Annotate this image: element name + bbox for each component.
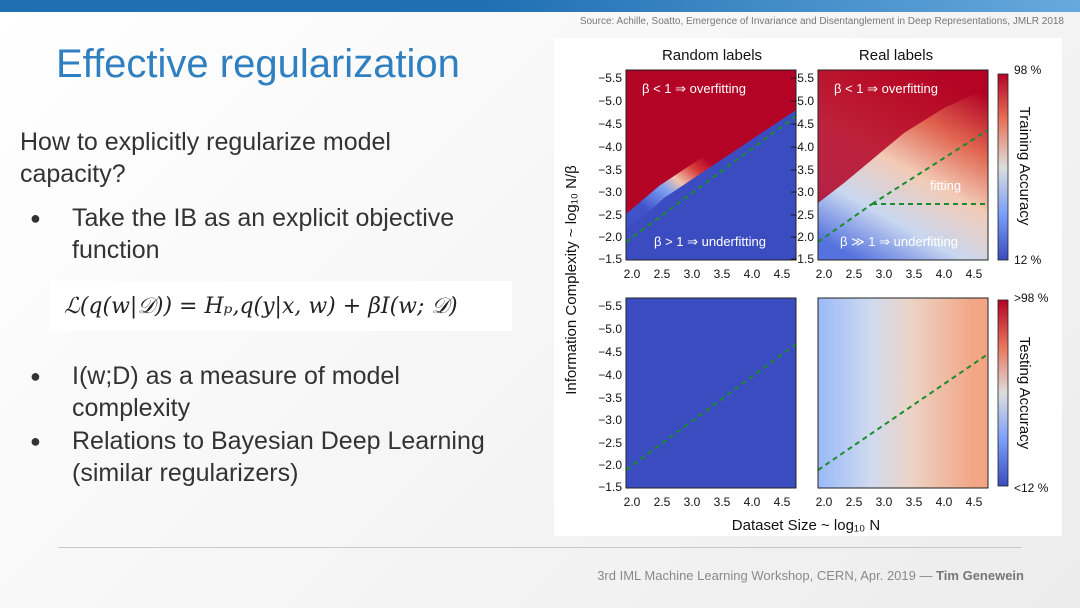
svg-text:−1.5: −1.5 bbox=[598, 480, 622, 494]
footer-author: Tim Genewein bbox=[936, 568, 1024, 583]
svg-text:2.0: 2.0 bbox=[816, 495, 833, 509]
svg-text:4.5: 4.5 bbox=[774, 495, 791, 509]
svg-text:3.5: 3.5 bbox=[714, 267, 731, 281]
svg-text:−1.5: −1.5 bbox=[598, 252, 622, 266]
svg-text:4.0: 4.0 bbox=[936, 267, 953, 281]
svg-text:3.0: 3.0 bbox=[876, 267, 893, 281]
svg-text:2.5: 2.5 bbox=[654, 267, 671, 281]
svg-text:2.0: 2.0 bbox=[624, 495, 641, 509]
heatmap-real-train: β < 1 ⇒ overfitting fitting β ≫ 1 ⇒ unde… bbox=[817, 69, 989, 261]
source-citation: Source: Achille, Soatto, Emergence of In… bbox=[579, 16, 1064, 27]
svg-text:−4.0: −4.0 bbox=[598, 368, 622, 382]
svg-text:−3.5: −3.5 bbox=[598, 163, 622, 177]
svg-text:3.0: 3.0 bbox=[684, 267, 701, 281]
colorbar-max-label: 98 % bbox=[1014, 63, 1042, 77]
svg-text:3.5: 3.5 bbox=[906, 267, 923, 281]
svg-text:−1.5: −1.5 bbox=[790, 252, 814, 266]
svg-text:−5.5: −5.5 bbox=[790, 71, 814, 85]
svg-text:−4.5: −4.5 bbox=[790, 117, 814, 131]
colorbar-min-label: 12 % bbox=[1014, 253, 1042, 267]
y-axis-label: Information Complexity ~ log₁₀ N/β bbox=[563, 165, 580, 395]
bullet-dot-icon: ● bbox=[30, 366, 41, 386]
svg-text:−4.5: −4.5 bbox=[598, 345, 622, 359]
svg-text:−5.5: −5.5 bbox=[598, 299, 622, 313]
svg-text:−4.5: −4.5 bbox=[598, 117, 622, 131]
heatmap-real-test bbox=[817, 297, 989, 489]
x-axis-label: Dataset Size ~ log₁₀ N bbox=[732, 517, 880, 534]
svg-text:3.0: 3.0 bbox=[684, 495, 701, 509]
svg-text:−2.5: −2.5 bbox=[598, 436, 622, 450]
heatmap-figure: Random labels Real labels β < 1 ⇒ overfi… bbox=[554, 38, 1062, 536]
svg-text:4.0: 4.0 bbox=[744, 267, 761, 281]
svg-text:3.0: 3.0 bbox=[876, 495, 893, 509]
svg-text:−2.0: −2.0 bbox=[598, 230, 622, 244]
bullet-text: Relations to Bayesian Deep Learning (sim… bbox=[72, 427, 485, 487]
svg-text:2.0: 2.0 bbox=[624, 267, 641, 281]
svg-text:−2.0: −2.0 bbox=[598, 458, 622, 472]
svg-text:3.5: 3.5 bbox=[906, 495, 923, 509]
objective-formula: ℒ(q(w|𝒟)) = Hₚ,q(y|x, w) + βI(w; 𝒟) bbox=[50, 281, 512, 331]
svg-text:2.0: 2.0 bbox=[816, 267, 833, 281]
svg-text:−3.0: −3.0 bbox=[598, 185, 622, 199]
underfitting-label: β ≫ 1 ⇒ underfitting bbox=[840, 234, 958, 249]
x-axis-ticks-bottom-left: 2.0 2.5 3.0 3.5 4.0 4.5 bbox=[624, 495, 791, 509]
colorbar-title: Training Accuracy bbox=[1016, 107, 1033, 226]
bullet-text: I(w;D) as a measure of model complexity bbox=[72, 362, 400, 422]
svg-text:−4.0: −4.0 bbox=[790, 140, 814, 154]
svg-text:3.5: 3.5 bbox=[714, 495, 731, 509]
x-axis-ticks-bottom-right: 2.0 2.5 3.0 3.5 4.0 4.5 bbox=[816, 495, 983, 509]
overfitting-label: β < 1 ⇒ overfitting bbox=[834, 81, 938, 96]
svg-text:−5.5: −5.5 bbox=[598, 71, 622, 85]
colorbar-min-label: <12 % bbox=[1014, 481, 1049, 495]
heatmap-random-test bbox=[625, 297, 797, 489]
y-axis-ticks-bottom: −5.5 −5.0 −4.5 −4.0 −3.5 −3.0 −2.5 −2.0 … bbox=[598, 299, 622, 494]
column-title: Random labels bbox=[662, 47, 762, 64]
bullet-dot-icon: ● bbox=[30, 208, 41, 228]
svg-text:4.5: 4.5 bbox=[966, 267, 983, 281]
footer-text: 3rd IML Machine Learning Workshop, CERN,… bbox=[597, 568, 1024, 583]
y-axis-ticks-top-right: −5.5 −5.0 −4.5 −4.0 −3.5 −3.0 −2.5 −2.0 … bbox=[790, 71, 814, 266]
question-text: How to explicitly regularize model capac… bbox=[20, 128, 391, 188]
svg-text:−3.0: −3.0 bbox=[790, 185, 814, 199]
svg-text:4.5: 4.5 bbox=[966, 495, 983, 509]
svg-text:4.5: 4.5 bbox=[774, 267, 791, 281]
svg-text:−2.5: −2.5 bbox=[790, 208, 814, 222]
colorbar-training: 98 % 12 % Training Accuracy bbox=[997, 63, 1042, 267]
top-accent-bar bbox=[0, 0, 1080, 12]
svg-text:4.0: 4.0 bbox=[744, 495, 761, 509]
svg-text:2.5: 2.5 bbox=[654, 495, 671, 509]
svg-text:−5.0: −5.0 bbox=[598, 322, 622, 336]
slide-title: Effective regularization bbox=[56, 42, 460, 86]
y-axis-ticks-top: −5.5 −5.0 −4.5 −4.0 −3.5 −3.0 −2.5 −2.0 … bbox=[598, 71, 622, 266]
svg-text:−4.0: −4.0 bbox=[598, 140, 622, 154]
colorbar-max-label: >98 % bbox=[1014, 291, 1049, 305]
svg-text:−2.5: −2.5 bbox=[598, 208, 622, 222]
svg-text:−3.0: −3.0 bbox=[598, 413, 622, 427]
underfitting-label: β > 1 ⇒ underfitting bbox=[654, 234, 766, 249]
overfitting-label: β < 1 ⇒ overfitting bbox=[642, 81, 746, 96]
svg-text:−3.5: −3.5 bbox=[790, 163, 814, 177]
bullet-dot-icon: ● bbox=[30, 431, 41, 451]
svg-text:4.0: 4.0 bbox=[936, 495, 953, 509]
footer-event: 3rd IML Machine Learning Workshop, CERN,… bbox=[597, 568, 937, 583]
heatmap-random-train: β < 1 ⇒ overfitting β > 1 ⇒ underfitting bbox=[625, 69, 797, 261]
bullet-text: Take the IB as an explicit objective fun… bbox=[72, 204, 455, 264]
colorbar-title: Testing Accuracy bbox=[1016, 337, 1033, 450]
svg-text:−2.0: −2.0 bbox=[790, 230, 814, 244]
svg-text:−5.0: −5.0 bbox=[790, 94, 814, 108]
svg-text:−5.0: −5.0 bbox=[598, 94, 622, 108]
column-title: Real labels bbox=[859, 47, 933, 64]
footer-divider bbox=[58, 547, 1022, 548]
fitting-label: fitting bbox=[930, 178, 961, 193]
svg-text:2.5: 2.5 bbox=[846, 495, 863, 509]
svg-text:−3.5: −3.5 bbox=[598, 391, 622, 405]
svg-text:2.5: 2.5 bbox=[846, 267, 863, 281]
colorbar-testing: >98 % <12 % Testing Accuracy bbox=[997, 291, 1049, 495]
x-axis-ticks-top-right: 2.0 2.5 3.0 3.5 4.0 4.5 bbox=[816, 267, 983, 281]
x-axis-ticks-top-left: 2.0 2.5 3.0 3.5 4.0 4.5 bbox=[624, 267, 791, 281]
